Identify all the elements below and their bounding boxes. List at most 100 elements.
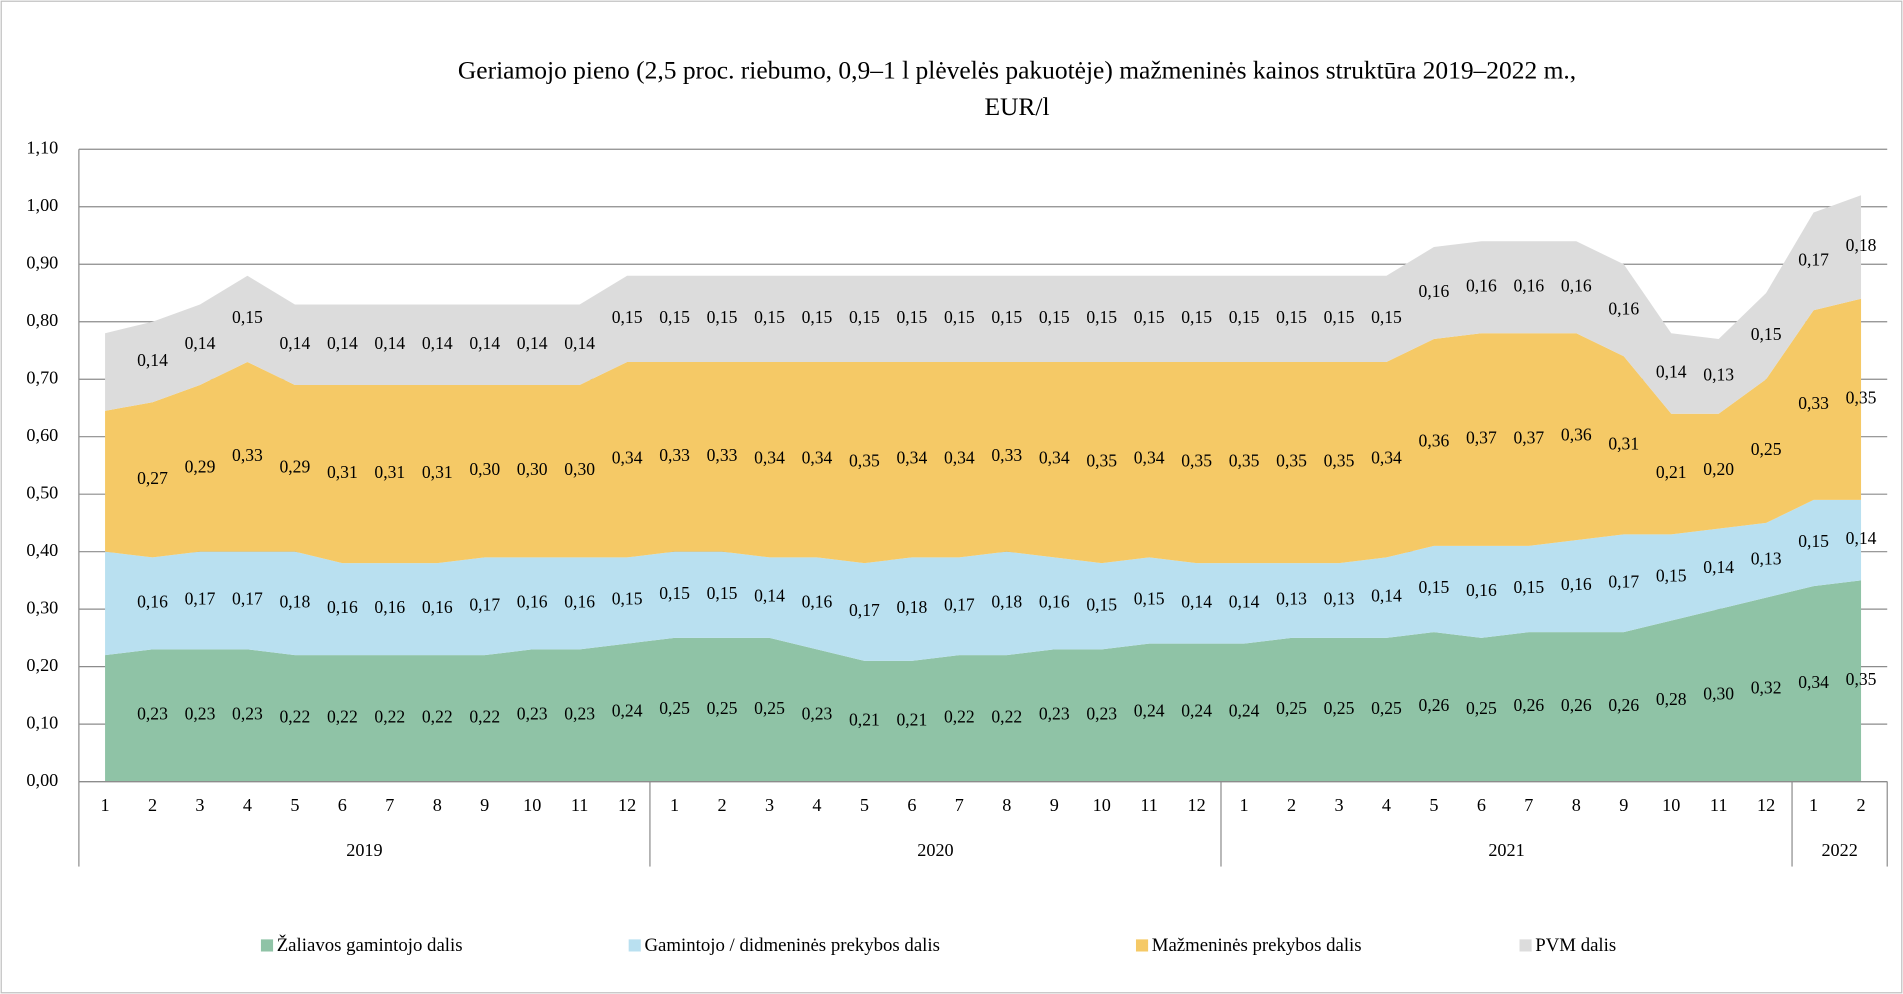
y-tick-label: 0,80	[26, 310, 58, 330]
value-label: 0,15	[849, 307, 880, 327]
value-label: 0,24	[612, 701, 643, 721]
x-tick-label: 11	[1710, 795, 1728, 815]
x-tick-label: 2	[1287, 795, 1296, 815]
value-label: 0,33	[991, 445, 1022, 465]
value-label: 0,32	[1751, 678, 1782, 698]
value-label: 0,34	[802, 448, 833, 468]
x-tick-label: 9	[1050, 795, 1059, 815]
x-tick-label: 5	[1429, 795, 1438, 815]
value-label: 0,31	[422, 462, 453, 482]
value-label: 0,33	[1798, 393, 1829, 413]
x-tick-label: 10	[523, 795, 541, 815]
value-label: 0,23	[137, 704, 168, 724]
value-label: 0,18	[991, 591, 1022, 611]
legend-label: Mažmeninės prekybos dalis	[1152, 935, 1362, 956]
value-label: 0,23	[564, 704, 595, 724]
value-label: 0,15	[754, 307, 785, 327]
value-label: 0,15	[1419, 577, 1450, 597]
value-label: 0,23	[802, 704, 833, 724]
x-tick-label: 9	[1619, 795, 1628, 815]
value-label: 0,13	[1751, 548, 1782, 568]
value-label: 0,16	[1561, 574, 1592, 594]
value-label: 0,34	[1134, 448, 1165, 468]
value-label: 0,24	[1181, 701, 1212, 721]
x-tick-label: 3	[1334, 795, 1343, 815]
value-label: 0,34	[1039, 448, 1070, 468]
x-tick-label: 1	[101, 795, 110, 815]
value-label: 0,26	[1419, 695, 1450, 715]
value-label: 0,20	[1703, 459, 1734, 479]
value-label: 0,15	[1039, 307, 1070, 327]
value-label: 0,15	[1371, 307, 1402, 327]
value-label: 0,22	[991, 706, 1022, 726]
x-tick-label: 2	[1857, 795, 1866, 815]
value-label: 0,17	[1608, 571, 1639, 591]
value-label: 0,14	[1229, 591, 1260, 611]
value-label: 0,16	[374, 597, 405, 617]
value-label: 0,34	[754, 448, 785, 468]
value-label: 0,28	[1656, 689, 1687, 709]
value-label: 0,16	[137, 591, 168, 611]
area	[105, 195, 1862, 414]
value-label: 0,14	[374, 333, 405, 353]
x-tick-label: 3	[765, 795, 774, 815]
area	[105, 298, 1862, 564]
value-label: 0,35	[1276, 451, 1307, 471]
value-label: 0,22	[469, 706, 500, 726]
area	[105, 580, 1862, 782]
legend-swatch	[1519, 939, 1532, 952]
legend-label: PVM dalis	[1535, 935, 1616, 956]
value-label: 0,37	[1513, 428, 1544, 448]
value-label: 0,30	[564, 459, 595, 479]
value-label: 0,15	[612, 589, 643, 609]
value-label: 0,15	[612, 307, 643, 327]
x-tick-label: 4	[1382, 795, 1391, 815]
x-tick-label: 7	[385, 795, 394, 815]
value-label: 0,15	[707, 307, 738, 327]
value-label: 0,16	[802, 591, 833, 611]
value-label: 0,25	[754, 698, 785, 718]
value-label: 0,35	[1324, 451, 1355, 471]
value-label: 0,15	[1134, 589, 1165, 609]
value-label: 0,31	[327, 462, 358, 482]
value-label: 0,14	[1371, 586, 1402, 606]
value-label: 0,35	[1086, 451, 1117, 471]
x-tick-label: 8	[1002, 795, 1011, 815]
value-label: 0,15	[232, 307, 263, 327]
x-group-label: 2022	[1821, 840, 1857, 860]
y-tick-label: 1,00	[26, 195, 58, 215]
value-label: 0,16	[422, 597, 453, 617]
value-label: 0,13	[1703, 364, 1734, 384]
value-label: 0,23	[185, 704, 216, 724]
value-label: 0,17	[232, 589, 263, 609]
value-label: 0,16	[517, 591, 548, 611]
x-tick-label: 6	[1477, 795, 1486, 815]
y-tick-label: 0,10	[26, 712, 58, 732]
value-label: 0,15	[1181, 307, 1212, 327]
y-tick-label: 0,30	[26, 597, 58, 617]
value-label: 0,16	[1466, 275, 1497, 295]
x-group-label: 2021	[1488, 840, 1524, 860]
x-group-label: 2020	[917, 840, 953, 860]
value-label: 0,30	[469, 459, 500, 479]
value-label: 0,25	[1466, 698, 1497, 718]
value-label: 0,15	[1656, 566, 1687, 586]
value-label: 0,34	[1371, 448, 1402, 468]
legend-swatch	[1135, 939, 1149, 952]
value-label: 0,23	[1039, 704, 1070, 724]
value-label: 0,14	[1181, 591, 1212, 611]
x-tick-label: 8	[433, 795, 442, 815]
value-label: 0,35	[1846, 387, 1877, 407]
value-label: 0,14	[1656, 362, 1687, 382]
x-tick-label: 2	[717, 795, 726, 815]
value-label: 0,16	[327, 597, 358, 617]
chart-subtitle: EUR/l	[984, 92, 1049, 121]
x-tick-label: 6	[907, 795, 916, 815]
value-label: 0,31	[374, 462, 405, 482]
value-label: 0,15	[1798, 531, 1829, 551]
value-label: 0,15	[659, 583, 690, 603]
value-label: 0,15	[707, 583, 738, 603]
value-label: 0,17	[469, 594, 500, 614]
value-label: 0,15	[1086, 307, 1117, 327]
